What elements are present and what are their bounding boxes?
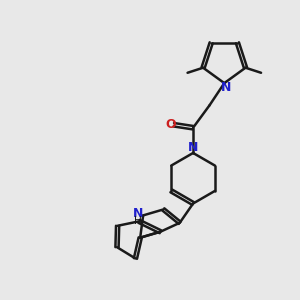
Text: N: N — [220, 81, 231, 94]
Text: O: O — [165, 118, 175, 131]
Text: N: N — [133, 207, 143, 220]
Text: H: H — [134, 216, 142, 226]
Text: N: N — [188, 141, 198, 154]
